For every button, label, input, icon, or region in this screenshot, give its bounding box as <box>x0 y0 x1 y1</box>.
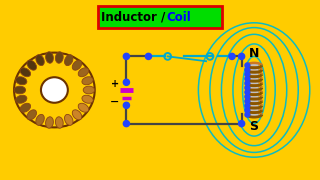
Circle shape <box>245 81 250 86</box>
Ellipse shape <box>36 55 44 66</box>
Text: Inductor /: Inductor / <box>101 11 170 24</box>
Circle shape <box>245 103 250 108</box>
Ellipse shape <box>36 114 44 125</box>
Ellipse shape <box>78 103 89 112</box>
Ellipse shape <box>45 117 53 128</box>
Ellipse shape <box>78 68 89 77</box>
Circle shape <box>123 121 130 127</box>
Circle shape <box>245 108 250 112</box>
Ellipse shape <box>16 95 27 103</box>
Circle shape <box>245 112 250 117</box>
Circle shape <box>229 53 235 59</box>
Circle shape <box>245 68 250 72</box>
Text: +: + <box>111 79 119 89</box>
Ellipse shape <box>82 77 93 85</box>
Ellipse shape <box>41 77 68 103</box>
Bar <box>250 63 258 117</box>
FancyBboxPatch shape <box>98 6 222 28</box>
Ellipse shape <box>55 52 63 63</box>
Ellipse shape <box>27 60 36 70</box>
Circle shape <box>245 90 250 95</box>
Circle shape <box>245 99 250 104</box>
Circle shape <box>245 76 250 81</box>
Circle shape <box>245 63 250 68</box>
Ellipse shape <box>65 114 73 125</box>
Ellipse shape <box>14 86 26 94</box>
Ellipse shape <box>16 77 27 85</box>
Ellipse shape <box>72 60 82 70</box>
Ellipse shape <box>20 103 31 112</box>
Circle shape <box>245 72 250 77</box>
Ellipse shape <box>83 86 95 94</box>
Ellipse shape <box>27 110 36 120</box>
Ellipse shape <box>45 52 53 63</box>
Circle shape <box>123 102 130 108</box>
Circle shape <box>123 53 130 59</box>
Text: Coil: Coil <box>167 11 191 24</box>
Circle shape <box>245 94 250 99</box>
Ellipse shape <box>55 117 63 128</box>
Circle shape <box>245 85 250 90</box>
Circle shape <box>238 121 245 127</box>
Ellipse shape <box>41 77 68 103</box>
Circle shape <box>123 79 130 85</box>
Circle shape <box>145 53 152 59</box>
Text: −: − <box>110 96 120 107</box>
Ellipse shape <box>82 95 93 103</box>
Ellipse shape <box>20 68 31 77</box>
Circle shape <box>238 53 245 59</box>
Text: S: S <box>250 120 259 133</box>
Ellipse shape <box>65 55 73 66</box>
Text: N: N <box>249 47 259 60</box>
Ellipse shape <box>72 110 82 120</box>
